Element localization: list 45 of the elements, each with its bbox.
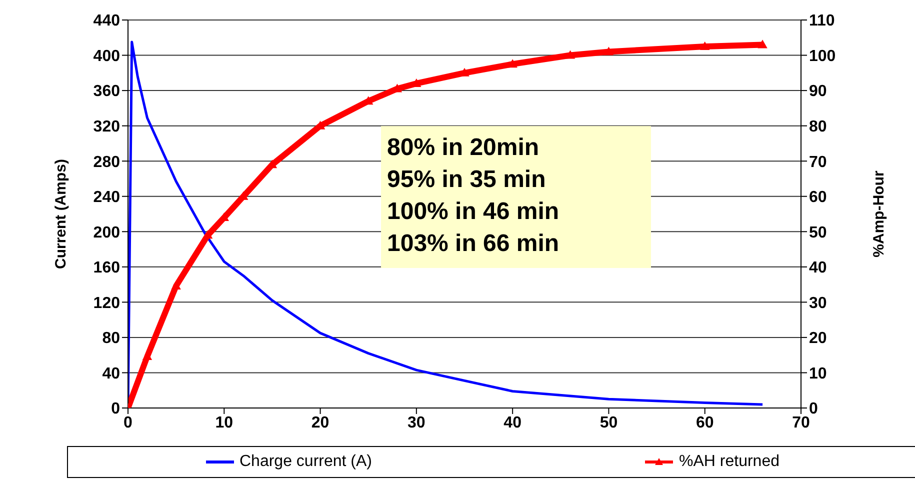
- y2-tick-label: 90: [809, 83, 827, 100]
- point: [566, 50, 575, 59]
- point: [508, 60, 518, 68]
- y2-tick-label: 10: [809, 365, 827, 382]
- y2-tick-label: 50: [809, 224, 827, 242]
- annotation: 80% in 20min: [387, 133, 540, 163]
- point: [758, 40, 768, 48]
- y2-axis-title: %Amp-Hour: [870, 170, 888, 258]
- y-tick-label: 160: [93, 260, 120, 277]
- y2-tick-label: 80: [809, 118, 827, 136]
- y-tick-label: 280: [93, 154, 120, 171]
- x-tick-label: 10: [215, 414, 234, 432]
- annotation: 100% in 46 min: [387, 197, 560, 227]
- annotation: 103% in 66 min: [387, 229, 560, 259]
- y-tick-label: 80: [102, 330, 120, 348]
- y-tick-label: 40: [102, 365, 120, 382]
- point: [604, 47, 614, 56]
- y-axis-title: Current (Amps): [52, 158, 70, 270]
- x-tick-label: 30: [408, 414, 426, 432]
- y2-tick-label: 70: [809, 154, 827, 171]
- y2-tick-label: 100: [809, 48, 836, 65]
- y-tick-label: 360: [93, 83, 120, 100]
- y2-tick-label: 40: [809, 260, 827, 277]
- y2-tick-label: 110: [809, 12, 835, 30]
- y-tick-label: 120: [93, 294, 120, 312]
- x-tick-label: 60: [696, 414, 714, 432]
- annotation: 95% in 35 min: [387, 165, 547, 195]
- y2-tick-label: 0: [809, 400, 818, 418]
- legend-label: %AH returned: [679, 453, 780, 471]
- y-tick-label: 200: [93, 224, 120, 242]
- y-tick-label: 0: [111, 400, 120, 418]
- x-tick-label: 40: [504, 414, 522, 432]
- y-tick-label: 320: [93, 118, 120, 136]
- x-tick-label: 50: [600, 414, 618, 432]
- x-tick-label: 20: [311, 414, 330, 432]
- y-tick-label: 240: [93, 189, 120, 206]
- y2-tick-label: 20: [809, 330, 827, 348]
- y-tick-label: 440: [93, 12, 120, 30]
- x-tick-label: 0: [124, 414, 133, 432]
- point: [700, 42, 710, 50]
- y2-tick-label: 60: [809, 189, 827, 206]
- x-tick-label: 70: [792, 414, 810, 432]
- y-tick-label: 400: [93, 48, 120, 65]
- y2-tick-label: 30: [809, 294, 827, 312]
- legend-label: Charge current (A): [240, 453, 372, 471]
